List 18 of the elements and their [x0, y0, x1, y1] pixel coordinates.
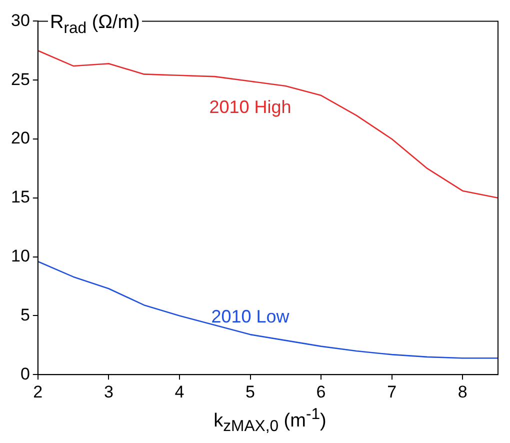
- y-tick-label: 25: [10, 70, 30, 89]
- series-label: 2010 High: [209, 97, 292, 118]
- x-tick-label: 2: [33, 382, 43, 402]
- y-tick-label: 5: [20, 305, 30, 324]
- x-tick-label: 5: [246, 382, 255, 402]
- y-axis-title: R$_{rad}$ (Ω/m): [48, 12, 142, 38]
- series-label: 2010 Low: [211, 306, 290, 327]
- x-axis-title: k$_{zMAX,0}$ (m$^{-1}$): [212, 406, 328, 436]
- x-tick-label: 3: [104, 382, 114, 402]
- x-tick-label: 7: [387, 382, 397, 402]
- y-tick-label: 15: [10, 188, 30, 207]
- x-tick-label: 8: [458, 382, 468, 402]
- y-tick-label: 20: [10, 128, 30, 148]
- x-tick-label: 6: [316, 382, 326, 402]
- x-tick-label: 4: [174, 382, 184, 402]
- y-tick-label: 10: [10, 246, 30, 266]
- y-tick-label: 30: [10, 10, 30, 30]
- y-tick-label: 0: [20, 364, 30, 384]
